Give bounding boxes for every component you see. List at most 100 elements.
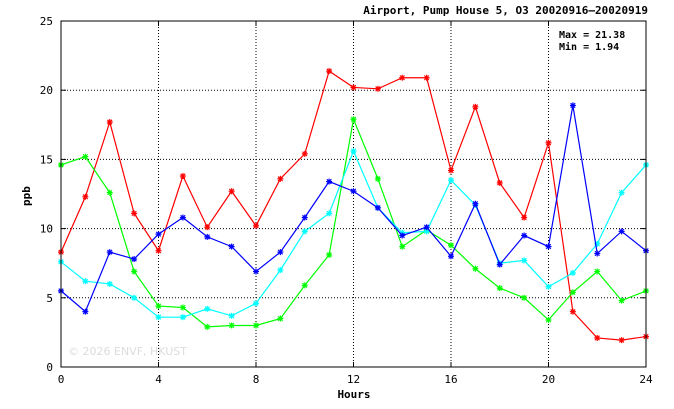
data-point — [521, 294, 528, 301]
series-1 — [58, 68, 649, 344]
data-point — [204, 224, 211, 231]
data-point — [82, 153, 89, 160]
y-tick-label: 5 — [46, 292, 53, 305]
data-point — [326, 68, 333, 75]
x-tick-label: 4 — [155, 373, 162, 386]
data-point — [204, 323, 211, 330]
x-tick-label: 12 — [347, 373, 360, 386]
min-stat: Min = 1.94 — [559, 41, 619, 53]
data-point — [472, 200, 479, 207]
data-point — [448, 253, 454, 260]
data-point — [374, 85, 381, 92]
data-point — [326, 210, 333, 217]
series-layer — [58, 68, 649, 344]
data-point — [179, 173, 186, 180]
data-point — [399, 243, 406, 250]
data-point — [155, 247, 162, 254]
data-point — [448, 177, 454, 184]
watermark: © 2026 ENVF, HKUST — [68, 345, 187, 358]
y-tick-label: 10 — [40, 223, 53, 236]
data-point — [618, 297, 625, 304]
data-point — [423, 74, 430, 81]
data-point — [131, 210, 138, 217]
data-point — [204, 233, 211, 240]
data-point — [594, 334, 601, 341]
data-point — [521, 232, 528, 239]
data-point — [253, 222, 259, 229]
data-point — [326, 178, 333, 185]
data-point — [82, 193, 89, 200]
data-point — [131, 294, 138, 301]
y-axis-label: ppb — [20, 186, 33, 206]
data-point — [277, 175, 284, 182]
series-4 — [58, 102, 649, 315]
data-point — [350, 84, 357, 91]
data-point — [277, 249, 284, 256]
data-point — [82, 278, 89, 285]
chart-title: Airport, Pump House 5, O3 20020916–20020… — [363, 4, 648, 17]
data-point — [496, 261, 503, 268]
data-point — [569, 102, 576, 109]
data-point — [131, 268, 138, 275]
data-point — [277, 267, 284, 274]
data-point — [423, 224, 430, 231]
data-point — [179, 304, 186, 311]
data-point — [253, 322, 259, 329]
data-point — [301, 228, 308, 235]
y-tick-label: 15 — [40, 153, 53, 166]
data-point — [106, 249, 113, 256]
data-point — [496, 179, 503, 186]
data-point — [618, 189, 625, 196]
data-point — [350, 188, 357, 195]
max-stat: Max = 21.38 — [559, 30, 625, 41]
data-point — [569, 269, 576, 276]
x-tick-label: 0 — [58, 373, 65, 386]
data-point — [472, 265, 479, 272]
data-point — [350, 148, 357, 155]
data-point — [155, 314, 162, 321]
grid — [61, 21, 646, 367]
data-point — [569, 308, 576, 315]
data-point — [228, 322, 235, 329]
data-point — [326, 251, 333, 258]
data-point — [545, 316, 552, 323]
axes: 0 4 8 12 16 20 24 0 5 10 15 20 25 — [40, 15, 653, 386]
data-point — [179, 314, 186, 321]
data-point — [618, 337, 625, 344]
data-point — [179, 214, 186, 221]
data-point — [374, 175, 381, 182]
data-point — [472, 103, 479, 110]
data-point — [301, 150, 308, 157]
data-point — [374, 204, 381, 211]
data-point — [277, 315, 284, 322]
y-tick-label: 20 — [40, 84, 53, 97]
data-point — [131, 256, 138, 263]
data-point — [106, 280, 113, 287]
data-point — [228, 243, 235, 250]
data-point — [448, 242, 454, 249]
data-point — [545, 243, 552, 250]
data-point — [594, 250, 601, 257]
x-tick-label: 24 — [639, 373, 653, 386]
data-point — [521, 257, 528, 264]
data-point — [569, 289, 576, 296]
x-axis-label: Hours — [337, 388, 370, 401]
series-2 — [58, 116, 649, 330]
data-point — [301, 282, 308, 289]
data-point — [106, 119, 113, 126]
data-point — [399, 74, 406, 81]
data-point — [155, 303, 162, 310]
data-point — [545, 139, 552, 146]
y-tick-label: 0 — [46, 361, 53, 374]
x-tick-label: 8 — [253, 373, 260, 386]
data-point — [155, 231, 162, 238]
data-point — [301, 214, 308, 221]
data-point — [448, 167, 454, 174]
y-tick-label: 25 — [40, 15, 53, 28]
data-point — [545, 283, 552, 290]
data-point — [228, 312, 235, 319]
x-tick-label: 20 — [542, 373, 555, 386]
data-point — [618, 228, 625, 235]
data-point — [521, 214, 528, 221]
